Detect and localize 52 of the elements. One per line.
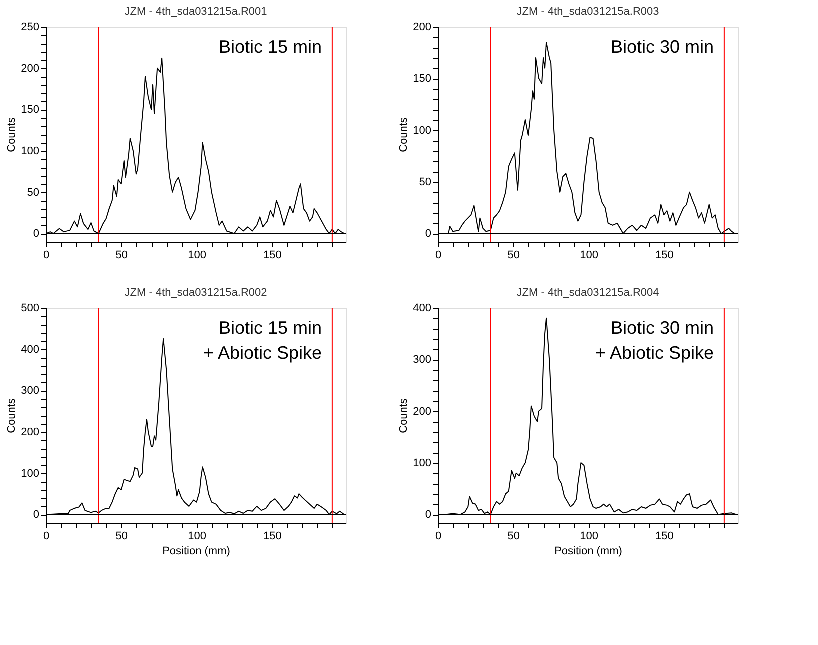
y-tick-label: 0 (33, 228, 40, 240)
x-tick-label: 0 (43, 530, 50, 542)
chart-title: JZM - 4th_sda031215a.R002 (124, 287, 268, 299)
y-tick-label: 400 (21, 344, 40, 356)
x-tick-label: 150 (263, 530, 282, 542)
chart-title: JZM - 4th_sda031215a.R004 (516, 287, 660, 299)
y-tick-label: 200 (21, 426, 40, 439)
x-tick-label: 50 (508, 530, 520, 542)
annotation: Biotic 30 min + Abiotic Spike (595, 318, 714, 363)
y-tick-label: 0 (33, 509, 40, 522)
x-tick-label: 50 (116, 530, 128, 542)
x-axis-title: Position (mm) (554, 546, 622, 558)
chart-title: JZM - 4th_sda031215a.R001 (124, 6, 268, 18)
y-tick-label: 500 (21, 302, 40, 314)
y-axis-title: Counts (6, 398, 18, 434)
y-tick-label: 100 (413, 458, 432, 470)
x-tick-label: 100 (580, 250, 598, 262)
y-tick-label: 300 (413, 354, 432, 366)
y-tick-label: 50 (27, 186, 40, 199)
x-tick-label: 0 (43, 250, 50, 262)
y-tick-label: 100 (21, 146, 40, 158)
y-tick-label: 300 (21, 385, 40, 398)
annotation: Biotic 15 min + Abiotic Spike (203, 318, 322, 363)
x-axis-title: Position (mm) (162, 546, 230, 558)
annotation: Biotic 15 min (218, 37, 322, 57)
x-tick-label: 150 (263, 250, 282, 262)
x-tick-label: 0 (435, 250, 442, 262)
y-tick-label: 100 (413, 124, 432, 137)
x-tick-label: 150 (655, 530, 674, 542)
y-axis-title: Counts (398, 398, 410, 434)
x-tick-label: 50 (116, 250, 128, 262)
y-tick-label: 100 (21, 468, 40, 480)
x-tick-label: 150 (655, 250, 674, 262)
x-tick-label: 100 (580, 530, 598, 542)
y-axis-title: Counts (6, 117, 18, 152)
y-tick-label: 150 (413, 73, 432, 86)
y-tick-label: 200 (413, 406, 432, 418)
y-tick-label: 150 (21, 104, 40, 116)
x-tick-label: 0 (435, 530, 442, 542)
y-tick-label: 250 (21, 22, 40, 34)
y-tick-label: 200 (413, 22, 432, 34)
y-tick-label: 400 (413, 302, 432, 314)
y-tick-label: 0 (425, 228, 432, 240)
chart-title: JZM - 4th_sda031215a.R003 (516, 6, 660, 18)
x-tick-label: 50 (508, 250, 520, 262)
annotation: Biotic 30 min (610, 37, 714, 57)
y-tick-label: 50 (419, 176, 432, 189)
x-tick-label: 100 (188, 250, 206, 262)
x-tick-label: 100 (188, 530, 206, 542)
y-axis-title: Counts (398, 117, 410, 152)
y-tick-label: 200 (21, 62, 40, 75)
y-tick-label: 0 (425, 509, 432, 522)
